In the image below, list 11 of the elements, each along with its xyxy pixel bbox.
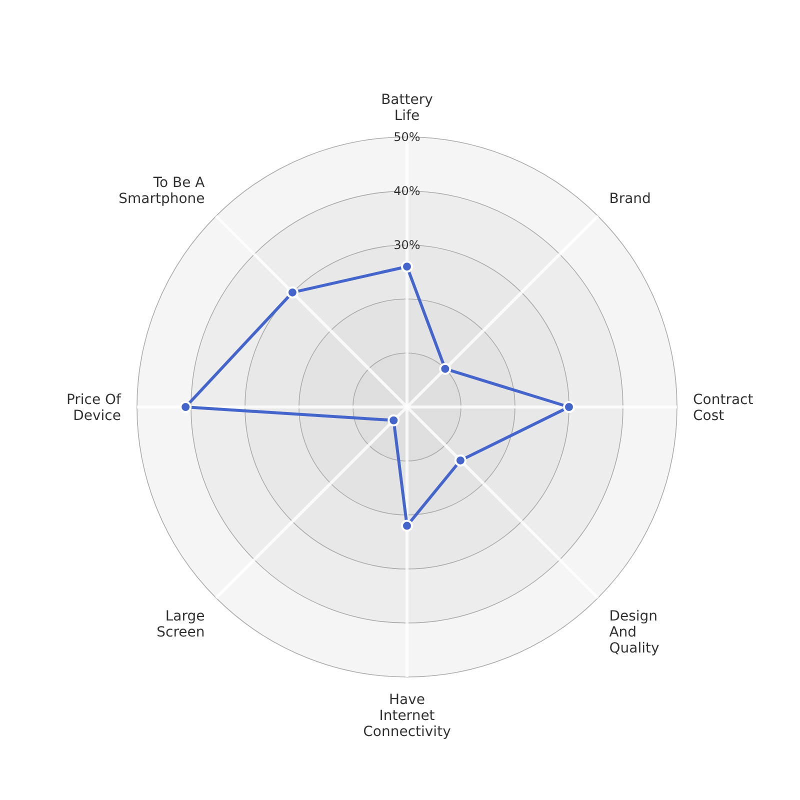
spoke-label: Large Screen <box>156 608 205 641</box>
spoke-label: Brand <box>609 190 651 207</box>
spoke-label: Have Internet Connectivity <box>363 692 451 740</box>
spoke-label: Battery Life <box>381 92 433 124</box>
y-tick-label: 30% <box>394 238 420 252</box>
spoke-label: To Be A Smartphone <box>118 174 206 207</box>
spoke-label: Contract Cost <box>693 392 754 424</box>
y-tick-label: 40% <box>394 184 420 198</box>
spoke-label: Price Of Device <box>66 392 122 424</box>
spoke-label: Design And Quality <box>609 608 660 657</box>
y-tick-label: 50% <box>394 130 420 144</box>
